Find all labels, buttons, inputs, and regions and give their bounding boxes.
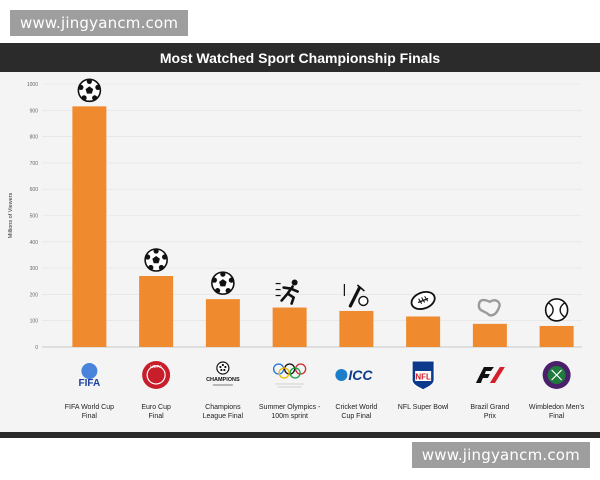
x-tick-label: Wimbledon Men's: [529, 404, 585, 411]
nfl-logo: NFL: [411, 360, 435, 391]
cricket-icon: [343, 283, 369, 308]
bar: [406, 316, 441, 347]
bottom-divider: [0, 432, 600, 438]
chart-title: Most Watched Sport Championship Finals: [0, 43, 600, 72]
bar: [539, 325, 574, 347]
y-axis-label: Millions of Viewers: [8, 193, 14, 239]
f1-logo: [475, 367, 505, 383]
bar: [472, 323, 507, 347]
y-tick-label: 200: [30, 292, 39, 298]
x-tick-label: League Final: [203, 413, 244, 420]
x-tick-label: Prix: [484, 413, 497, 420]
svg-text:CHAMPIONS: CHAMPIONS: [206, 377, 240, 383]
fifa-logo: FIFA: [79, 363, 101, 389]
x-tick-label: Final: [549, 413, 565, 420]
soccer-ball-icon: [144, 248, 168, 272]
bar: [339, 310, 374, 347]
y-tick-label: 400: [30, 240, 39, 246]
y-tick-label: 300: [30, 266, 39, 272]
y-tick-label: 0: [35, 345, 38, 351]
bar: [272, 307, 307, 347]
x-tick-label: Champions: [205, 404, 241, 411]
watermark-bottom: www.jingyancm.com: [411, 442, 590, 468]
bar: [205, 299, 240, 347]
soccer-ball-icon: [211, 271, 235, 295]
y-tick-label: 700: [30, 161, 39, 167]
american-football-icon: [410, 291, 436, 310]
y-tick-label: 100: [30, 319, 39, 325]
y-tick-label: 900: [30, 108, 39, 114]
x-tick-label: Final: [82, 413, 98, 420]
icc-logo: ICC: [335, 367, 373, 383]
x-tick-label: Cup Final: [341, 413, 371, 420]
x-tick-label: Euro Cup: [141, 404, 171, 411]
sprinter-icon: [275, 279, 299, 305]
bar: [72, 106, 107, 347]
svg-text:ICC: ICC: [348, 367, 373, 383]
svg-text:UEFA: UEFA: [150, 364, 162, 369]
y-tick-label: 500: [30, 214, 39, 220]
x-tick-label: Summer Olympics -: [259, 404, 321, 411]
uefa-logo: UEFA: [142, 361, 171, 389]
soccer-ball-icon: [77, 78, 102, 103]
x-tick-label: Final: [149, 413, 165, 420]
watermark-top: www.jingyancm.com: [10, 10, 189, 36]
tennis-ball-icon: [544, 298, 569, 322]
svg-text:NFL: NFL: [415, 373, 431, 382]
x-tick-label: Brazil Grand: [470, 404, 509, 411]
y-tick-label: 1000: [27, 82, 38, 88]
bar: [139, 275, 174, 347]
svg-text:FIFA: FIFA: [79, 378, 101, 389]
y-tick-label: 800: [30, 135, 39, 141]
y-tick-label: 600: [30, 187, 39, 193]
x-tick-label: FIFA World Cup: [65, 404, 114, 411]
x-tick-label: Cricket World: [335, 404, 377, 411]
race-track-icon: [477, 298, 501, 317]
olympic-logo: [272, 363, 307, 388]
x-tick-label: NFL Super Bowl: [398, 404, 449, 411]
champions-league-logo: CHAMPIONS: [206, 361, 240, 386]
wimbledon-logo: [542, 361, 571, 389]
x-tick-label: 100m sprint: [271, 413, 308, 420]
